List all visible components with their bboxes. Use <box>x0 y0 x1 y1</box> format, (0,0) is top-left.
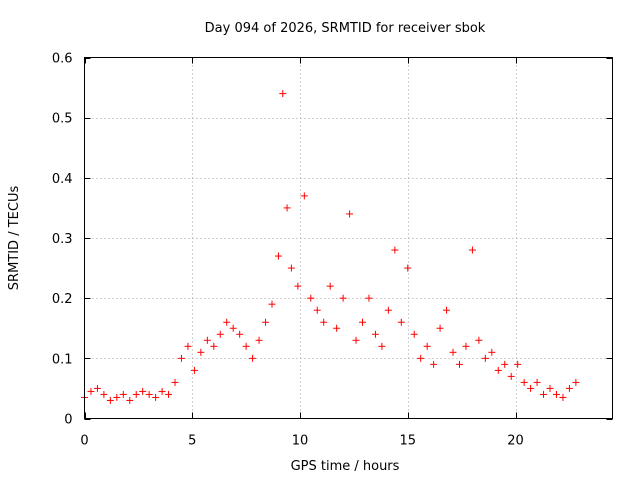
data-point <box>449 348 457 356</box>
data-point <box>397 318 405 326</box>
x-tick-label: 0 <box>80 434 88 449</box>
x-tick-label: 15 <box>399 434 416 449</box>
data-point <box>404 264 412 272</box>
data-point <box>93 384 101 392</box>
data-point <box>391 246 399 254</box>
data-point <box>268 300 276 308</box>
data-point <box>100 390 108 398</box>
y-tick-label: 0.5 <box>52 112 73 127</box>
data-point <box>126 396 134 404</box>
data-point <box>488 348 496 356</box>
data-point <box>139 387 147 395</box>
data-point <box>352 336 360 344</box>
data-point <box>384 306 392 314</box>
y-tick-label: 0.2 <box>52 292 73 307</box>
data-point <box>410 330 418 338</box>
x-axis-label: GPS time / hours <box>291 459 400 474</box>
y-axis-label: SRMTID / TECUs <box>7 186 22 291</box>
data-point <box>158 387 166 395</box>
data-point <box>572 378 580 386</box>
data-point <box>197 348 205 356</box>
data-point <box>436 324 444 332</box>
data-point <box>481 354 489 362</box>
data-point <box>87 387 95 395</box>
data-point <box>307 294 315 302</box>
data-point <box>540 390 548 398</box>
data-point <box>132 390 140 398</box>
data-point <box>455 360 463 368</box>
data-point <box>468 246 476 254</box>
y-tick-label: 0.6 <box>52 52 73 67</box>
data-point <box>242 342 250 350</box>
data-point <box>333 324 341 332</box>
data-point <box>152 393 160 401</box>
data-point <box>287 264 295 272</box>
data-point <box>279 90 287 98</box>
data-point <box>371 330 379 338</box>
data-point <box>223 318 231 326</box>
data-point <box>313 306 321 314</box>
y-tick-label: 0.4 <box>52 172 73 187</box>
data-point <box>119 390 127 398</box>
data-point <box>216 330 224 338</box>
data-point <box>113 393 121 401</box>
data-point <box>255 336 263 344</box>
data-point <box>565 384 573 392</box>
data-point <box>346 210 354 218</box>
data-point <box>527 384 535 392</box>
data-point <box>359 318 367 326</box>
y-tick-label: 0 <box>64 413 72 428</box>
data-points <box>81 90 580 404</box>
data-point <box>236 330 244 338</box>
data-point <box>177 354 185 362</box>
grid-lines <box>84 57 613 419</box>
x-tick-label: 5 <box>188 434 196 449</box>
axis-ticks: 0 5 10 15 20 0 0.1 0.2 0.3 0.4 0.5 0.6 <box>52 52 613 449</box>
data-point <box>462 342 470 350</box>
data-point <box>283 204 291 212</box>
data-point <box>262 318 270 326</box>
data-point <box>417 354 425 362</box>
x-tick-label: 20 <box>507 434 524 449</box>
y-tick-label: 0.3 <box>52 232 73 247</box>
data-point <box>229 324 237 332</box>
y-tick-label: 0.1 <box>52 352 73 367</box>
data-point <box>249 354 257 362</box>
data-point <box>339 294 347 302</box>
data-point <box>320 318 328 326</box>
data-point <box>274 252 282 260</box>
data-point <box>326 282 334 290</box>
data-point <box>494 366 502 374</box>
data-point <box>559 393 567 401</box>
data-point <box>533 378 541 386</box>
chart-title: Day 094 of 2026, SRMTID for receiver sbo… <box>205 21 486 36</box>
data-point <box>171 378 179 386</box>
data-point <box>203 336 211 344</box>
data-point <box>210 342 218 350</box>
data-point <box>165 390 173 398</box>
data-point <box>423 342 431 350</box>
data-point <box>546 384 554 392</box>
data-point <box>552 390 560 398</box>
data-point <box>443 306 451 314</box>
data-point <box>300 192 308 200</box>
data-point <box>507 372 515 380</box>
data-point <box>294 282 302 290</box>
data-point <box>106 396 114 404</box>
data-point <box>514 360 522 368</box>
data-point <box>184 342 192 350</box>
data-point <box>475 336 483 344</box>
data-point <box>501 360 509 368</box>
data-point <box>520 378 528 386</box>
data-point <box>145 390 153 398</box>
data-point <box>365 294 373 302</box>
data-point <box>430 360 438 368</box>
data-point <box>190 366 198 374</box>
data-point <box>378 342 386 350</box>
x-tick-label: 10 <box>292 434 309 449</box>
